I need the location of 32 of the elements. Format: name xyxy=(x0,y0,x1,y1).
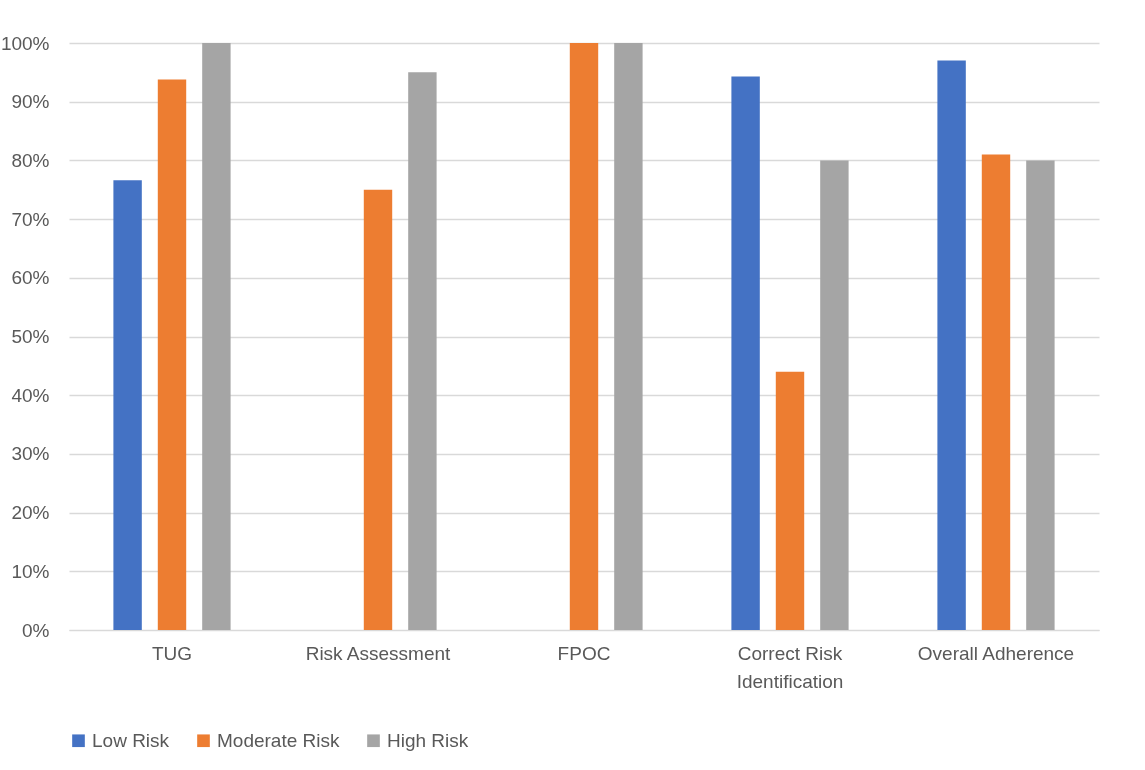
bar xyxy=(569,43,599,630)
legend-label: High Risk xyxy=(387,729,469,751)
x-tick-label: Risk Assessment xyxy=(305,642,452,664)
bar xyxy=(113,180,142,630)
x-tick-label: TUG xyxy=(151,642,193,664)
legend-label: Moderate Risk xyxy=(217,729,340,751)
bar xyxy=(157,79,187,630)
y-tick-label: 40% xyxy=(11,384,50,406)
bar xyxy=(775,371,805,630)
y-tick-label: 0% xyxy=(22,619,50,641)
y-tick-label: 30% xyxy=(11,443,50,465)
bar xyxy=(614,43,643,630)
y-tick-label: 50% xyxy=(11,326,50,347)
bar xyxy=(1026,160,1055,630)
y-tick-label: 80% xyxy=(11,149,50,171)
y-tick-label: 70% xyxy=(11,208,50,230)
y-tick-label: 100% xyxy=(0,32,50,54)
bar xyxy=(202,43,231,630)
bar xyxy=(820,160,849,630)
bar xyxy=(408,72,437,630)
bar xyxy=(363,189,393,630)
x-tick-label: Correct Risk Identification xyxy=(736,642,844,692)
bar xyxy=(937,60,966,630)
legend-label: Low Risk xyxy=(92,729,170,751)
bar xyxy=(731,76,760,630)
y-tick-label: 60% xyxy=(11,267,50,289)
y-tick-label: 10% xyxy=(11,560,50,582)
bar xyxy=(981,154,1011,630)
x-tick-label: Overall Adherence xyxy=(917,642,1075,664)
y-tick-label: 90% xyxy=(11,91,50,113)
x-tick-label: FPOC xyxy=(557,642,611,664)
y-tick-label: 20% xyxy=(11,502,50,524)
